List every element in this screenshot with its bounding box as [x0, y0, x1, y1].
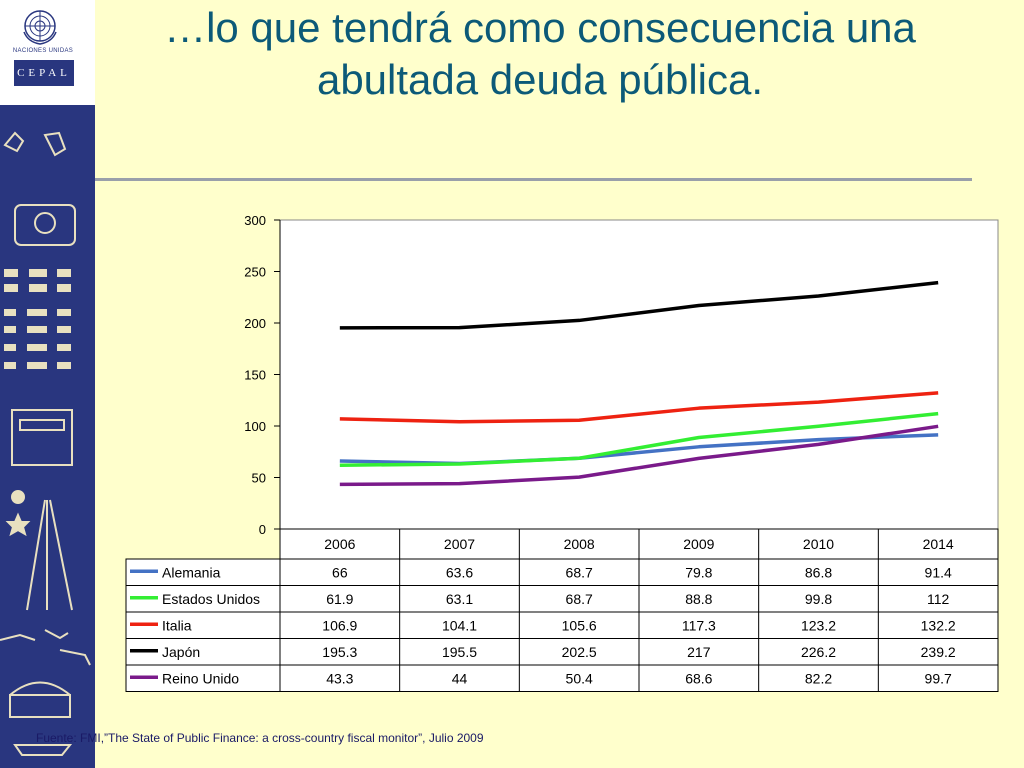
series-line [339, 411, 939, 467]
data-table-value: 63.6 [446, 564, 473, 580]
title-divider [95, 178, 972, 181]
data-table-value: 105.6 [562, 617, 597, 633]
legend-label: Estados Unidos [162, 591, 260, 607]
series-line [339, 280, 939, 330]
data-table-value: 132.2 [921, 617, 956, 633]
data-table-value: 106.9 [322, 617, 357, 633]
data-table-value: 82.2 [805, 670, 832, 686]
series-line [339, 391, 939, 424]
data-table-value: 104.1 [442, 617, 477, 633]
legend-label: Alemania [162, 564, 221, 580]
data-table-value: 79.8 [685, 564, 712, 580]
series-line [339, 424, 939, 487]
org-name: NACIONES UNIDAS [12, 48, 74, 54]
table-body [125, 558, 999, 692]
data-table-value: 86.8 [805, 564, 832, 580]
data-table-value: 61.9 [326, 591, 353, 607]
data-table-value: 68.7 [566, 591, 593, 607]
legend-label: Italia [162, 617, 192, 633]
data-table-value: 88.8 [685, 591, 712, 607]
y-tick-label: 50 [252, 471, 266, 486]
legend-label: Japón [162, 644, 200, 660]
data-table-value: 68.7 [566, 564, 593, 580]
data-table-value: 195.3 [322, 644, 357, 660]
data-table-value: 99.8 [805, 591, 832, 607]
plot-area [279, 219, 999, 530]
title-line-2: abultada deuda pública. [316, 56, 764, 103]
page-title: …lo que tendrá como consecuencia una abu… [70, 2, 1010, 106]
data-table-value: 123.2 [801, 617, 836, 633]
y-tick-label: 0 [259, 522, 266, 537]
header-logo-area: NACIONES UNIDAS CEPAL [0, 0, 95, 105]
title-line-1: …lo que tendrá como consecuencia una [164, 4, 916, 51]
debt-line-chart: 0 50 100 150 200 250 300 2006 2007 2008 2009 2010 20… [125, 213, 999, 692]
y-tick-label: 250 [244, 265, 266, 280]
legend-label: Reino Unido [162, 670, 239, 686]
data-table-value: 239.2 [921, 644, 956, 660]
x-category-label: 2014 [923, 536, 954, 552]
x-category-label: 2006 [324, 536, 355, 552]
y-tick-label: 100 [244, 419, 266, 434]
decorative-glyphs-icon [0, 131, 91, 756]
data-table-value: 99.7 [925, 670, 952, 686]
x-category-label: 2008 [564, 536, 595, 552]
data-table-value: 63.1 [446, 591, 473, 607]
data-table-value: 195.5 [442, 644, 477, 660]
data-table-value: 91.4 [925, 564, 952, 580]
cepal-logo: CEPAL [14, 60, 74, 86]
data-table-value: 68.6 [685, 670, 712, 686]
data-table-value: 50.4 [566, 670, 593, 686]
x-category-label: 2009 [683, 536, 714, 552]
data-table-value: 217 [687, 644, 711, 660]
data-table-value: 202.5 [562, 644, 597, 660]
data-table-value: 43.3 [326, 670, 353, 686]
un-emblem-icon [23, 10, 57, 45]
y-tick-label: 300 [244, 213, 266, 228]
source-note: Fuente: FMI,”The State of Public Finance… [36, 731, 484, 745]
x-category-label: 2010 [803, 536, 834, 552]
y-tick-label: 150 [244, 368, 266, 383]
data-table-value: 66 [332, 564, 348, 580]
x-category-label: 2007 [444, 536, 475, 552]
data-table-value: 226.2 [801, 644, 836, 660]
y-tick-label: 200 [244, 316, 266, 331]
data-table-value: 112 [927, 591, 950, 607]
data-table-value: 44 [452, 670, 468, 686]
data-table-value: 117.3 [682, 617, 716, 633]
